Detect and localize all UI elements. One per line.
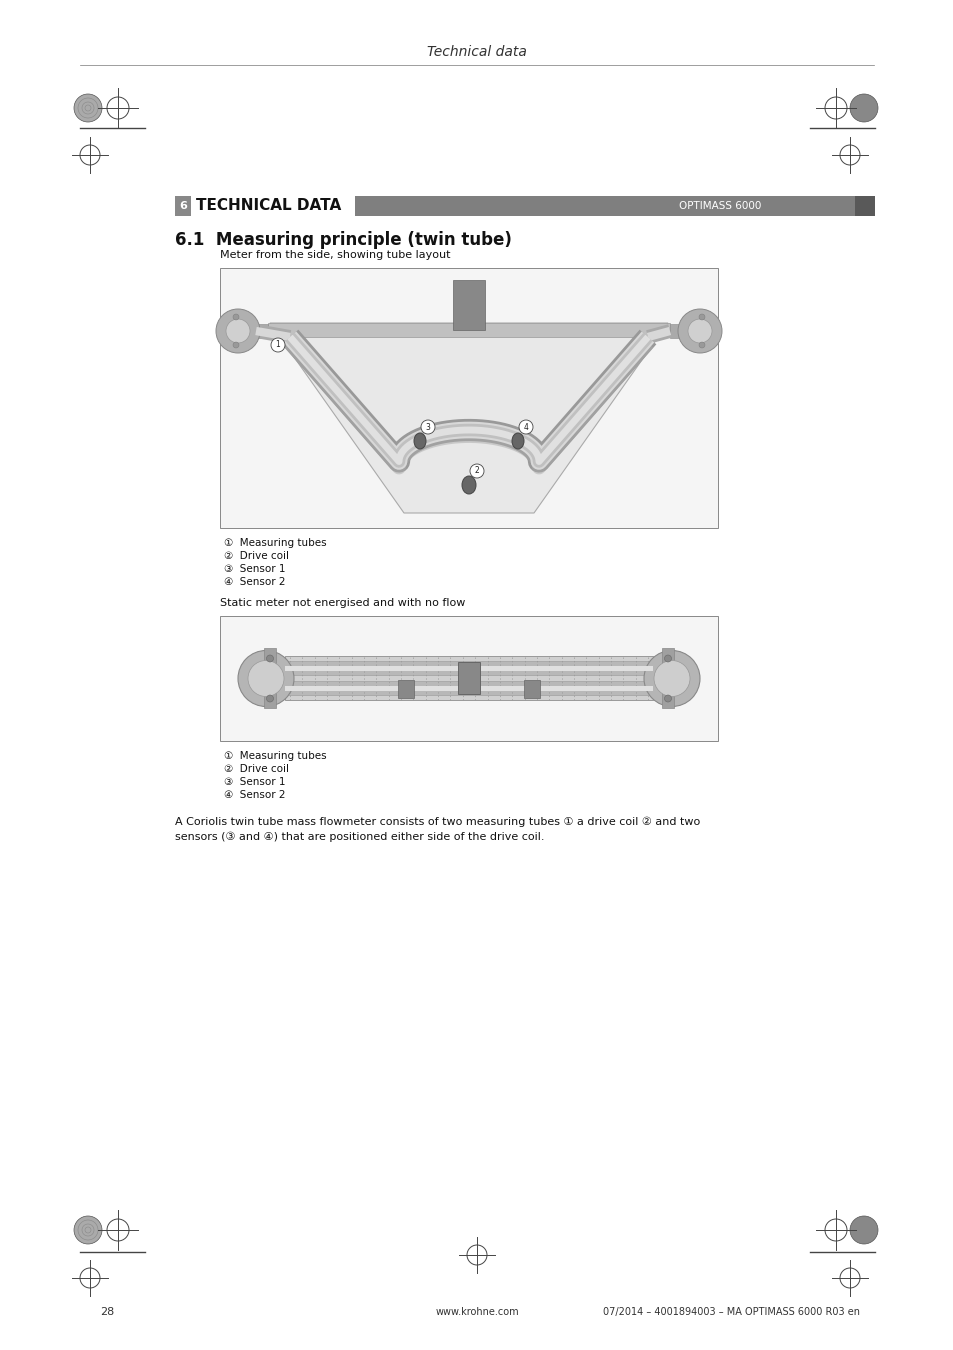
Circle shape xyxy=(215,309,260,352)
Circle shape xyxy=(248,660,284,697)
Circle shape xyxy=(237,651,294,706)
Text: 1: 1 xyxy=(275,340,280,350)
Circle shape xyxy=(849,1216,877,1243)
Bar xyxy=(669,324,681,338)
Text: ③  Sensor 1: ③ Sensor 1 xyxy=(224,564,285,574)
Circle shape xyxy=(420,420,435,433)
Text: ②  Drive coil: ② Drive coil xyxy=(224,764,289,774)
Circle shape xyxy=(699,342,704,348)
Ellipse shape xyxy=(414,433,426,450)
Circle shape xyxy=(687,319,711,343)
Polygon shape xyxy=(270,323,667,513)
Circle shape xyxy=(470,464,483,478)
Text: 3: 3 xyxy=(425,423,430,432)
Circle shape xyxy=(233,342,239,348)
Bar xyxy=(661,648,673,709)
Circle shape xyxy=(74,95,102,122)
Text: 28: 28 xyxy=(100,1307,114,1318)
Circle shape xyxy=(266,655,274,662)
Bar xyxy=(854,196,874,216)
Text: OPTIMASS 6000: OPTIMASS 6000 xyxy=(679,201,760,211)
Ellipse shape xyxy=(512,433,523,450)
Text: 6.1  Measuring principle (twin tube): 6.1 Measuring principle (twin tube) xyxy=(174,231,512,248)
Text: A Coriolis twin tube mass flowmeter consists of two measuring tubes ① a drive co: A Coriolis twin tube mass flowmeter cons… xyxy=(174,817,700,828)
Bar xyxy=(398,680,414,698)
Text: TECHNICAL DATA: TECHNICAL DATA xyxy=(195,198,341,213)
Bar xyxy=(264,648,275,709)
Text: 6: 6 xyxy=(179,201,187,211)
Bar xyxy=(268,323,669,338)
Circle shape xyxy=(271,338,285,352)
Bar xyxy=(457,663,479,694)
Bar xyxy=(285,656,652,701)
Bar xyxy=(355,196,874,216)
Bar xyxy=(523,680,539,698)
Bar xyxy=(255,324,268,338)
Text: Static meter not energised and with no flow: Static meter not energised and with no f… xyxy=(220,598,465,608)
Text: ④  Sensor 2: ④ Sensor 2 xyxy=(224,576,285,587)
Circle shape xyxy=(654,660,689,697)
Circle shape xyxy=(74,1216,102,1243)
Text: 4: 4 xyxy=(523,423,528,432)
Bar xyxy=(220,616,718,741)
Circle shape xyxy=(266,695,274,702)
Text: ④  Sensor 2: ④ Sensor 2 xyxy=(224,790,285,801)
Circle shape xyxy=(643,651,700,706)
Text: 2: 2 xyxy=(475,467,478,475)
Text: ②  Drive coil: ② Drive coil xyxy=(224,551,289,562)
Text: sensors (③ and ④) that are positioned either side of the drive coil.: sensors (③ and ④) that are positioned ei… xyxy=(174,832,544,842)
Circle shape xyxy=(664,655,671,662)
Circle shape xyxy=(233,315,239,320)
Bar xyxy=(220,269,718,528)
Text: www.krohne.com: www.krohne.com xyxy=(435,1307,518,1318)
Text: Meter from the side, showing tube layout: Meter from the side, showing tube layout xyxy=(220,250,450,261)
Ellipse shape xyxy=(461,477,476,494)
Bar xyxy=(174,196,191,216)
Circle shape xyxy=(226,319,250,343)
Bar xyxy=(285,667,652,671)
Bar xyxy=(453,279,484,329)
Circle shape xyxy=(849,95,877,122)
Text: ①  Measuring tubes: ① Measuring tubes xyxy=(224,539,326,548)
Bar xyxy=(285,687,652,691)
Circle shape xyxy=(518,420,533,433)
Bar xyxy=(285,682,652,695)
Text: ①  Measuring tubes: ① Measuring tubes xyxy=(224,751,326,761)
Bar xyxy=(285,662,652,675)
Circle shape xyxy=(664,695,671,702)
Text: Technical data: Technical data xyxy=(427,45,526,59)
Text: 07/2014 – 4001894003 – MA OPTIMASS 6000 R03 en: 07/2014 – 4001894003 – MA OPTIMASS 6000 … xyxy=(602,1307,859,1318)
Circle shape xyxy=(699,315,704,320)
Text: ③  Sensor 1: ③ Sensor 1 xyxy=(224,778,285,787)
Circle shape xyxy=(678,309,721,352)
